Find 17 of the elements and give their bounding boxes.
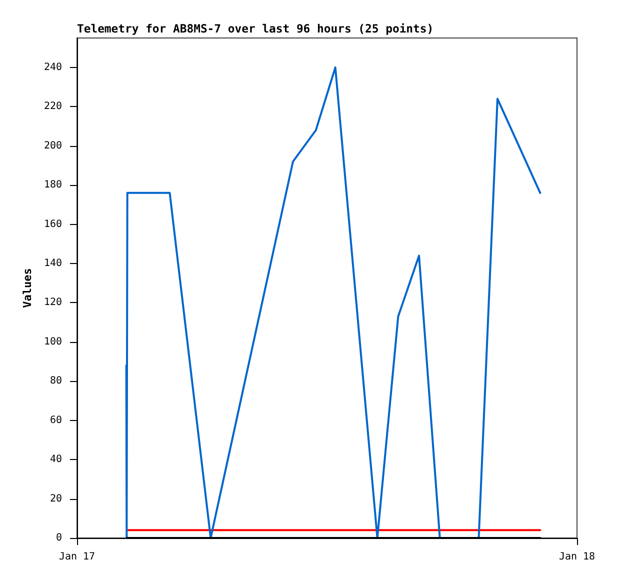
- chart-title: Telemetry for AB8MS-7 over last 96 hours (25 points): [77, 22, 434, 36]
- x-tick-label: Jan 17: [58, 552, 96, 562]
- y-axis-title: Values: [21, 268, 34, 308]
- y-tick-label: 220: [44, 101, 62, 112]
- y-tick-label: 80: [50, 376, 62, 387]
- y-tick-label: 160: [44, 218, 62, 230]
- y-tick-label: 200: [44, 140, 62, 152]
- y-tick-label: 120: [44, 297, 62, 308]
- y-tick-label: 180: [44, 180, 62, 191]
- y-tick-label: 240: [44, 62, 62, 73]
- y-tick-label: 60: [50, 414, 62, 426]
- y-tick-label: 140: [44, 258, 62, 269]
- y-tick-label: 0: [56, 532, 62, 544]
- y-tick-label: 100: [44, 336, 62, 348]
- y-tick-label: 40: [50, 454, 62, 466]
- x-tick-label: Jan 18: [558, 552, 596, 562]
- y-tick-label: 20: [50, 493, 62, 504]
